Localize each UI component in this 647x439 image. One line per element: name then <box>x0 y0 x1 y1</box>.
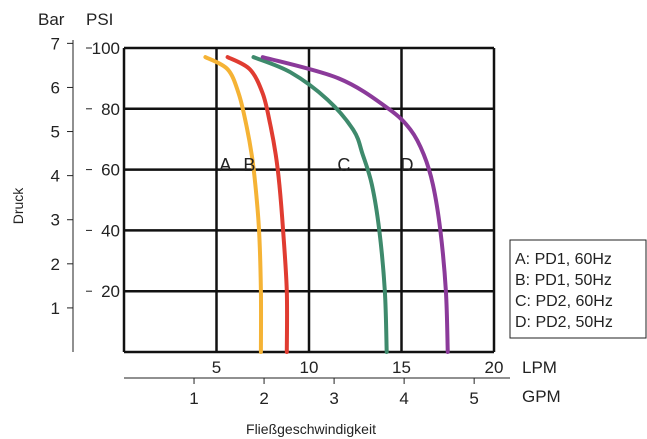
series-line-B <box>225 55 290 354</box>
legend: A: PD1, 60Hz B: PD1, 50Hz C: PD2, 60Hz D: P… <box>515 251 613 331</box>
bar-axis-title: Bar <box>38 10 65 29</box>
lpm-ticks: 5 10 15 20 <box>212 358 504 377</box>
bar-tick-label: 7 <box>51 34 60 53</box>
lpm-tick-label: 15 <box>392 358 411 377</box>
psi-tick-label: 60 <box>101 161 120 180</box>
series-label-A: A <box>219 155 231 175</box>
gpm-axis-title: GPM <box>522 387 561 406</box>
psi-tick-label: 80 <box>101 100 120 119</box>
bar-tick-label: 6 <box>51 78 60 97</box>
series-group <box>203 55 450 354</box>
lpm-axis-title: LPM <box>522 358 557 377</box>
lpm-tick-label: 20 <box>485 358 504 377</box>
gpm-tick-label: 4 <box>399 389 408 408</box>
psi-ticks: 20 40 60 80 100 <box>86 39 120 301</box>
gpm-tick-label: 3 <box>329 389 338 408</box>
psi-tick-label: 100 <box>92 39 120 58</box>
psi-tick-label: 20 <box>101 282 120 301</box>
gpm-tick-label: 2 <box>259 389 268 408</box>
bar-tick-label: 2 <box>51 255 60 274</box>
legend-entry: C: PD2, 60Hz <box>515 293 613 310</box>
series-line-A <box>203 55 264 354</box>
bar-tick-label: 5 <box>51 123 60 142</box>
psi-axis-title: PSI <box>86 10 113 29</box>
gpm-tick-label: 1 <box>189 389 198 408</box>
legend-entry: D: PD2, 50Hz <box>515 314 613 331</box>
legend-entry: A: PD1, 60Hz <box>515 251 612 268</box>
bar-ticks: 1 2 3 4 5 6 7 <box>51 34 73 318</box>
y-axis-label: Druck <box>10 187 26 225</box>
series-label-D: D <box>400 155 413 175</box>
bar-tick-label: 4 <box>51 167 60 186</box>
gpm-tick-label: 5 <box>469 389 478 408</box>
psi-tick-label: 40 <box>101 221 120 240</box>
series-line-D <box>260 55 450 354</box>
lpm-tick-label: 5 <box>212 358 221 377</box>
grid <box>122 46 496 354</box>
x-axis-label: Fließgeschwindigkeit <box>246 421 376 437</box>
lpm-tick-label: 10 <box>300 358 319 377</box>
gpm-ticks: 1 2 3 4 5 <box>189 378 479 408</box>
legend-box <box>509 239 647 339</box>
series-label-C: C <box>337 155 350 175</box>
legend-entry: B: PD1, 50Hz <box>515 272 612 289</box>
series-label-B: B <box>243 155 255 175</box>
bar-tick-label: 1 <box>51 299 60 318</box>
bar-tick-label: 3 <box>51 211 60 230</box>
series-line-C <box>251 55 389 354</box>
